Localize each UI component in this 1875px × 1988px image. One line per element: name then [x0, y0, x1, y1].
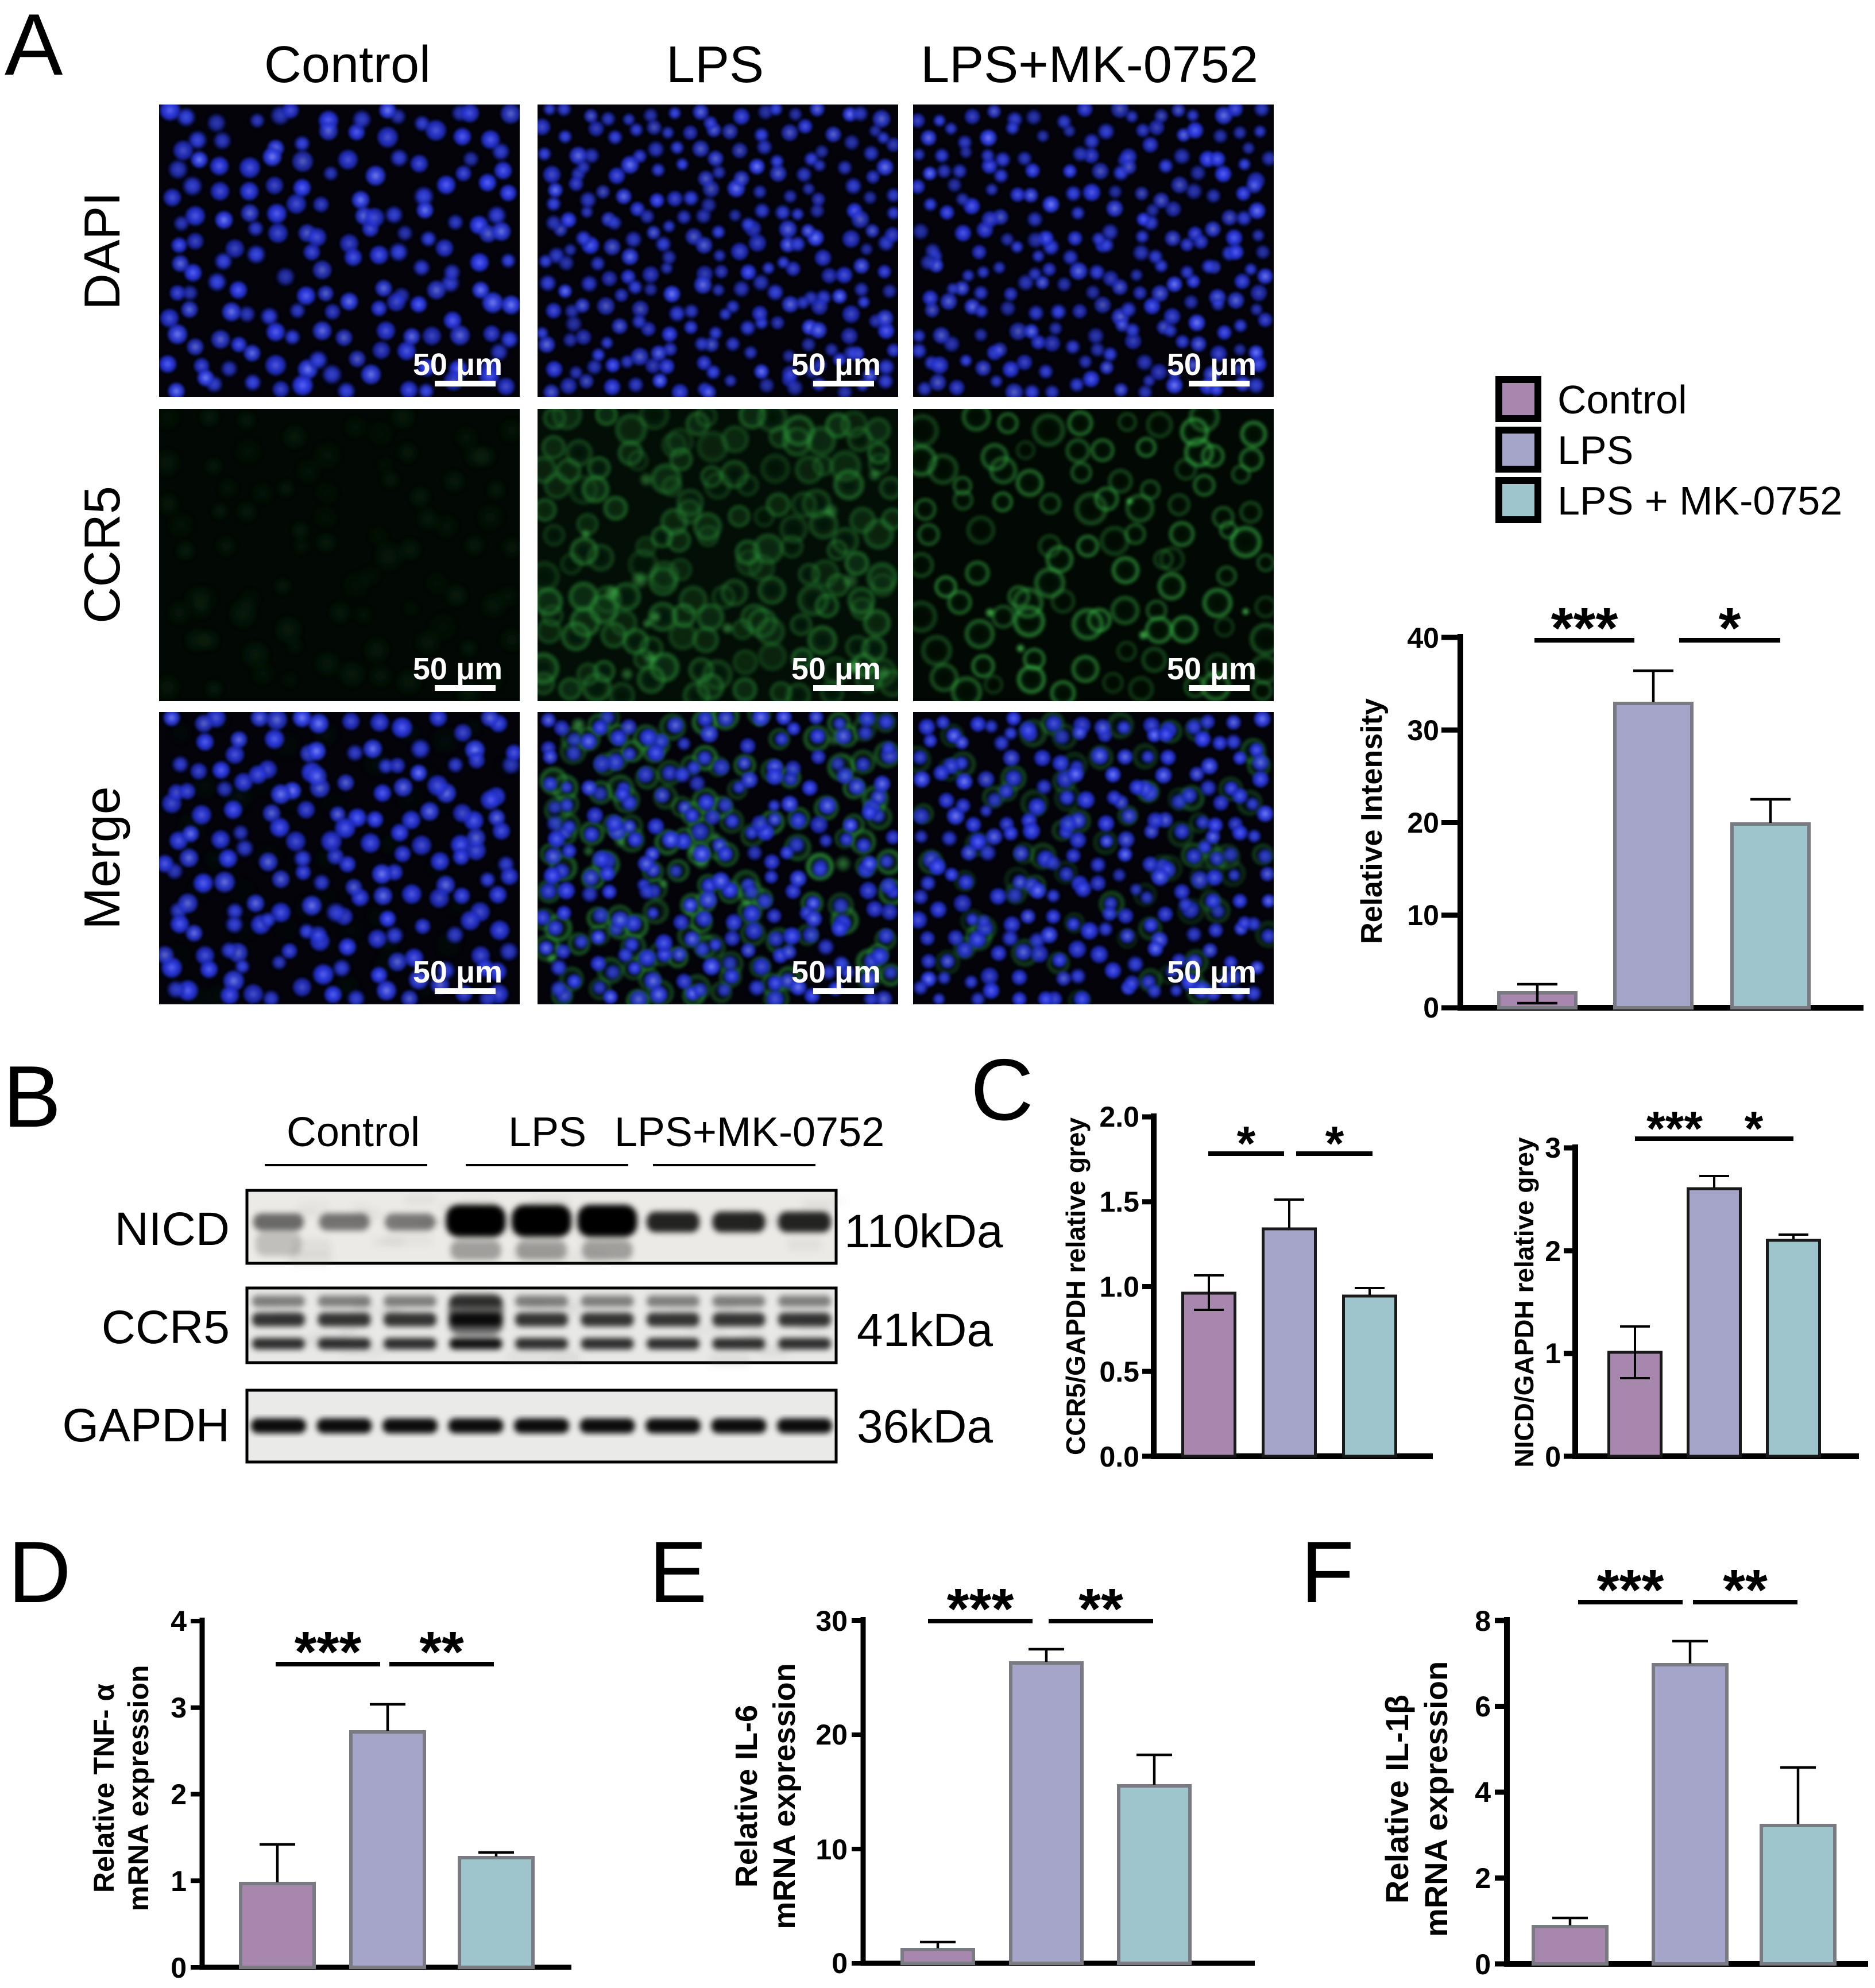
- svg-text:C: C: [971, 1041, 1034, 1139]
- svg-text:***: ***: [1551, 596, 1618, 660]
- svg-text:30: 30: [1407, 714, 1439, 747]
- svg-text:10: 10: [1407, 899, 1439, 931]
- svg-text:*: *: [1719, 596, 1741, 660]
- svg-text:*: *: [1745, 1101, 1764, 1155]
- svg-text:2: 2: [1545, 1235, 1561, 1267]
- svg-text:Control: Control: [264, 36, 431, 94]
- svg-text:LPS: LPS: [666, 36, 764, 94]
- svg-text:36kDa: 36kDa: [857, 1401, 993, 1453]
- svg-text:mRNA expression: mRNA expression: [122, 1665, 154, 1912]
- svg-text:3: 3: [1545, 1132, 1561, 1164]
- svg-text:**: **: [419, 1620, 464, 1684]
- svg-text:mRNA expression: mRNA expression: [1418, 1661, 1454, 1937]
- svg-text:GAPDH: GAPDH: [62, 1399, 230, 1452]
- svg-text:1: 1: [1545, 1337, 1561, 1370]
- svg-text:*: *: [1325, 1116, 1344, 1170]
- svg-text:mRNA expression: mRNA expression: [767, 1663, 802, 1929]
- svg-text:0.5: 0.5: [1099, 1356, 1139, 1388]
- svg-text:**: **: [1078, 1577, 1123, 1641]
- svg-text:B: B: [3, 1048, 61, 1146]
- svg-text:LPS: LPS: [508, 1109, 586, 1155]
- svg-text:0: 0: [1475, 1948, 1491, 1981]
- svg-text:50 μm: 50 μm: [1167, 347, 1257, 382]
- svg-text:2.0: 2.0: [1099, 1101, 1139, 1133]
- svg-text:NICD/GAPDH relative grey: NICD/GAPDH relative grey: [1509, 1137, 1539, 1468]
- svg-text:0.0: 0.0: [1099, 1441, 1139, 1473]
- svg-text:LPS + MK-0752: LPS + MK-0752: [1557, 478, 1842, 523]
- svg-text:0: 0: [832, 1947, 848, 1979]
- svg-text:Relative Intensity: Relative Intensity: [1355, 698, 1389, 944]
- svg-text:40: 40: [1407, 622, 1439, 654]
- svg-text:2: 2: [1475, 1862, 1491, 1894]
- svg-text:LPS+MK-0752: LPS+MK-0752: [921, 36, 1258, 94]
- svg-text:10: 10: [815, 1834, 848, 1866]
- svg-text:20: 20: [1407, 807, 1439, 839]
- svg-text:CCR5: CCR5: [74, 486, 130, 624]
- svg-text:Relative IL-1β: Relative IL-1β: [1379, 1695, 1415, 1904]
- svg-text:***: ***: [947, 1577, 1014, 1641]
- svg-text:8: 8: [1475, 1605, 1491, 1637]
- svg-text:Control: Control: [1557, 377, 1687, 422]
- svg-text:A: A: [5, 0, 63, 94]
- svg-text:2: 2: [171, 1778, 187, 1811]
- svg-text:1: 1: [171, 1865, 187, 1897]
- svg-text:0: 0: [171, 1952, 187, 1984]
- svg-text:50 μm: 50 μm: [791, 347, 881, 382]
- svg-text:50 μm: 50 μm: [1167, 955, 1257, 989]
- svg-text:Control: Control: [287, 1109, 420, 1155]
- svg-text:50 μm: 50 μm: [1167, 652, 1257, 686]
- svg-text:LPS: LPS: [1557, 428, 1633, 473]
- svg-text:50 μm: 50 μm: [413, 347, 502, 382]
- svg-text:0: 0: [1423, 992, 1439, 1024]
- svg-text:CCR5/GAPDH relative grey: CCR5/GAPDH relative grey: [1061, 1117, 1091, 1455]
- svg-text:NICD: NICD: [115, 1203, 230, 1255]
- svg-text:3: 3: [171, 1692, 187, 1724]
- svg-text:50 μm: 50 μm: [791, 652, 881, 686]
- svg-text:Merge: Merge: [74, 786, 130, 929]
- svg-text:**: **: [1723, 1558, 1768, 1622]
- svg-text:F: F: [1301, 1523, 1354, 1621]
- svg-text:50 μm: 50 μm: [413, 652, 502, 686]
- svg-text:50 μm: 50 μm: [413, 955, 502, 989]
- svg-text:50 μm: 50 μm: [791, 955, 881, 989]
- svg-text:Relative TNF- α: Relative TNF- α: [88, 1684, 120, 1893]
- svg-text:6: 6: [1475, 1691, 1491, 1723]
- svg-text:E: E: [649, 1523, 707, 1621]
- svg-text:D: D: [8, 1523, 71, 1621]
- svg-text:30: 30: [815, 1605, 848, 1637]
- svg-text:LPS+MK-0752: LPS+MK-0752: [614, 1109, 884, 1155]
- svg-text:41kDa: 41kDa: [857, 1304, 993, 1356]
- svg-text:Relative IL-6: Relative IL-6: [729, 1705, 764, 1888]
- svg-text:4: 4: [171, 1605, 187, 1637]
- svg-text:***: ***: [295, 1620, 362, 1684]
- svg-text:0: 0: [1545, 1441, 1561, 1473]
- svg-text:*: *: [1237, 1116, 1256, 1170]
- svg-text:DAPI: DAPI: [74, 192, 130, 310]
- svg-text:4: 4: [1475, 1776, 1491, 1808]
- svg-text:***: ***: [1646, 1101, 1703, 1155]
- svg-text:110kDa: 110kDa: [844, 1205, 1003, 1258]
- svg-text:***: ***: [1597, 1558, 1664, 1622]
- svg-text:20: 20: [815, 1719, 848, 1751]
- svg-text:CCR5: CCR5: [102, 1301, 230, 1353]
- svg-text:1.5: 1.5: [1099, 1186, 1139, 1218]
- svg-text:1.0: 1.0: [1099, 1271, 1139, 1303]
